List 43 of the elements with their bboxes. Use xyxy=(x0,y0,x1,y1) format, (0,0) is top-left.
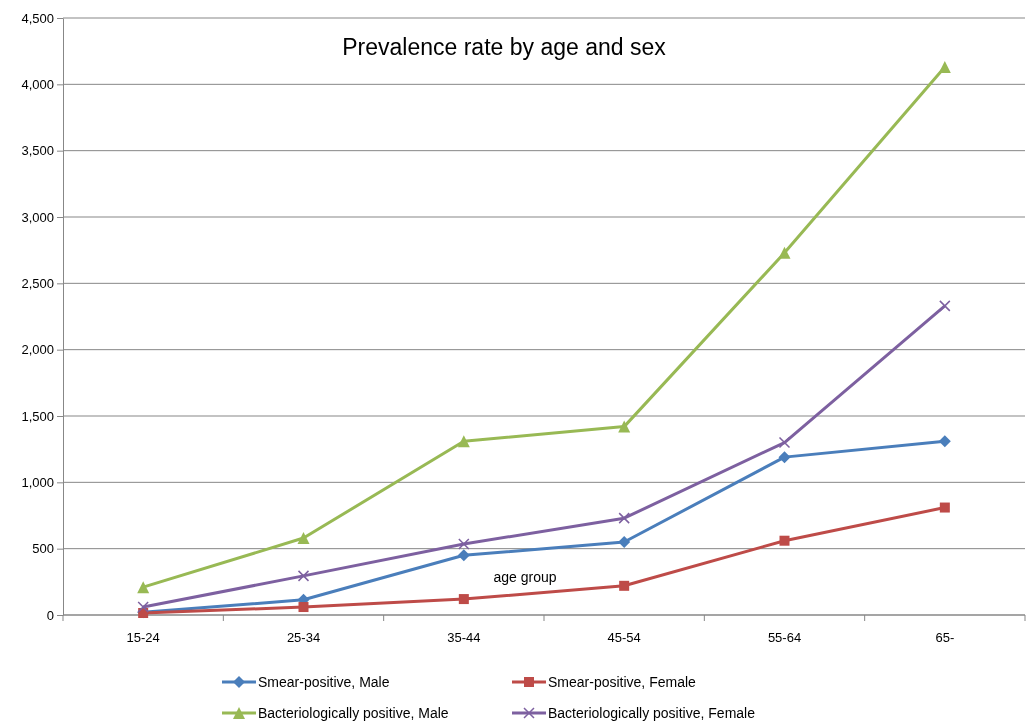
y-tick-label: 2,000 xyxy=(21,342,54,358)
point xyxy=(618,536,631,549)
y-tick-label: 1,500 xyxy=(21,408,54,424)
legend-label: Smear-positive, Male xyxy=(258,674,390,690)
point xyxy=(137,581,150,594)
text: Prevalence rate by age and sex xyxy=(342,34,667,60)
point xyxy=(778,246,791,259)
point xyxy=(297,570,310,582)
x-tick-label: 35-44 xyxy=(447,630,481,645)
point xyxy=(457,435,470,448)
point xyxy=(458,594,469,605)
point xyxy=(939,300,951,312)
point xyxy=(779,535,790,546)
legend-label: Smear-positive, Female xyxy=(548,674,697,690)
y-tick-label: 2,500 xyxy=(21,275,54,291)
y-tick-label: 1,000 xyxy=(21,474,54,490)
x-axis-title: age group xyxy=(493,569,557,585)
y-tick-label: 3,000 xyxy=(21,209,54,225)
point xyxy=(297,532,310,545)
point xyxy=(457,549,470,562)
x-tick-label: 15-24 xyxy=(126,630,160,645)
point xyxy=(778,451,791,464)
x-tick-label: 25-34 xyxy=(286,630,321,645)
point xyxy=(619,580,630,591)
point xyxy=(298,602,309,613)
x-tick-label: 65- xyxy=(935,630,955,645)
point xyxy=(618,420,631,433)
x-tick-label: 45-54 xyxy=(607,630,641,645)
point xyxy=(778,436,791,449)
point xyxy=(938,435,951,448)
y-tick-label: 0 xyxy=(46,607,54,623)
x-tick-label: 55-64 xyxy=(767,630,802,645)
y-tick-label: 4,500 xyxy=(21,10,54,26)
point xyxy=(137,601,149,613)
legend-label: Bacteriologically positive, Female xyxy=(548,705,756,721)
point xyxy=(618,512,630,524)
y-tick-label: 3,500 xyxy=(21,143,54,159)
point xyxy=(938,61,951,74)
legend-label: Bacteriologically positive, Male xyxy=(258,705,449,721)
point xyxy=(939,502,950,513)
point xyxy=(458,538,470,550)
y-tick-label: 500 xyxy=(32,541,54,557)
y-tick-label: 4,000 xyxy=(21,76,54,92)
